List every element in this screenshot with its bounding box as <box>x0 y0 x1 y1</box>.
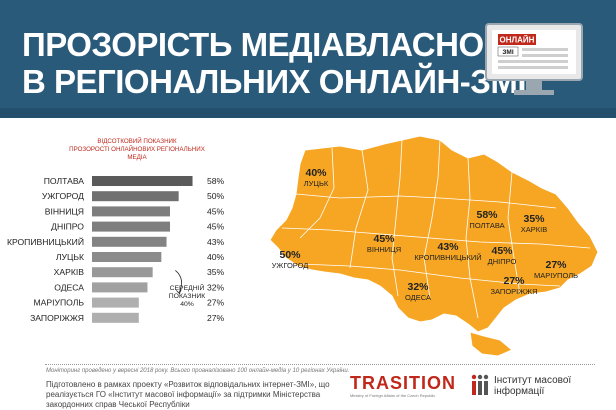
category-label: МАРІУПОЛЬ <box>33 298 84 308</box>
footnote: Моніторинг проведено у вересні 2018 року… <box>46 368 350 374</box>
value-label: 50% <box>207 191 225 201</box>
average-annotation: СЕРЕДНІЙ ПОКАЗНИК 40% <box>169 283 205 308</box>
header-banner: ПРОЗОРІСТЬ МЕДІАВЛАСНОСТІ В РЕГІОНАЛЬНИХ… <box>0 0 616 118</box>
value-label: 35% <box>207 267 225 277</box>
bar <box>92 312 139 323</box>
oblast-border <box>299 263 561 287</box>
chart-title: ВІДСОТКОВИЙ ПОКАЗНИК ПРОЗОРОСТІ ОНЛАЙНОВИ… <box>69 137 205 161</box>
map-value-label: 43% <box>437 241 459 253</box>
category-label: ДНІПРО <box>51 222 84 232</box>
value-label: 27% <box>207 313 225 323</box>
oblast-border <box>465 157 479 319</box>
monitor-label-top: ОНЛАЙН <box>500 36 535 45</box>
monitor-icon: ОНЛАЙН ЗМІ <box>485 23 583 95</box>
footer-text: Підготовлено в рамках проекту «Розвиток … <box>46 380 330 409</box>
bar <box>92 282 148 293</box>
map-value-label: 50% <box>279 249 301 261</box>
average-arrowhead <box>176 289 182 295</box>
oblast-border <box>281 227 591 249</box>
imi-line1: Інститут масової <box>494 375 572 386</box>
map-city-label: ОДЕСА <box>405 293 431 302</box>
imi-logo-icon <box>471 374 489 395</box>
oblast-border <box>299 147 335 239</box>
map-value-label: 45% <box>491 245 513 257</box>
category-label: ОДЕСА <box>54 282 84 292</box>
imi-logo-text: Інститут масової інформації <box>494 375 604 397</box>
map-city-label: УЖГОРОД <box>272 261 309 270</box>
transition-logo: TRASITION <box>350 373 456 393</box>
bar <box>92 252 162 262</box>
bar <box>92 191 179 202</box>
map-city-label: ЛУЦЬК <box>304 179 329 188</box>
bar <box>92 206 170 217</box>
imi-line2: інформації <box>494 386 545 397</box>
map-value-label: 27% <box>503 275 525 287</box>
oblast-border <box>423 139 441 299</box>
map-value-label: 35% <box>523 213 545 225</box>
average-arrow <box>175 270 182 293</box>
value-label: 45% <box>207 206 225 216</box>
map-crimea <box>469 331 513 357</box>
category-label: ЗАПОРІЖЖЯ <box>30 313 84 323</box>
bar <box>92 267 153 278</box>
category-label: КРОПИВНИЦЬКИЙ <box>7 236 84 247</box>
category-label: УЖГОРОД <box>42 191 84 201</box>
value-label: 32% <box>207 282 225 292</box>
map-value-label: 27% <box>545 259 567 271</box>
map-city-label: МАРІУПОЛЬ <box>534 271 578 280</box>
header-stripe <box>0 108 616 118</box>
map-value-label: 32% <box>407 281 429 293</box>
oblast-border <box>295 193 557 209</box>
category-label: ВІННИЦЯ <box>45 206 84 216</box>
page-title-line1: ПРОЗОРІСТЬ МЕДІАВЛАСНОСТІ <box>22 26 535 63</box>
value-label: 40% <box>207 252 225 262</box>
bar <box>92 297 139 308</box>
bar-chart: ВІДСОТКОВИЙ ПОКАЗНИК ПРОЗОРОСТІ ОНЛАЙНОВИ… <box>7 137 225 323</box>
map-outline <box>269 135 599 333</box>
map-city-label: КРОПИВНИЦЬКИЙ <box>414 253 481 262</box>
map-value-label: 40% <box>305 167 327 179</box>
transition-sub: Ministry of Foreign Affairs of the Czech… <box>350 393 436 398</box>
value-label: 43% <box>207 237 225 247</box>
map-city-label: ВІННИЦЯ <box>367 245 401 254</box>
oblast-border <box>391 139 403 297</box>
page-title-line2: В РЕГІОНАЛЬНИХ ОНЛАЙН-ЗМІ <box>22 63 527 100</box>
bar <box>92 236 167 247</box>
category-label: ПОЛТАВА <box>44 176 85 186</box>
value-label: 45% <box>207 222 225 232</box>
map-city-label: ДНІПРО <box>488 257 517 266</box>
category-label: ЛУЦЬК <box>56 252 84 262</box>
map-city-label: ЗАПОРІЖЖЯ <box>490 287 537 296</box>
footer-divider <box>45 364 595 365</box>
value-label: 27% <box>207 298 225 308</box>
oblast-border <box>349 149 369 269</box>
value-label: 58% <box>207 176 225 186</box>
monitor-label-bottom: ЗМІ <box>502 49 513 56</box>
chart-area: ВІДСОТКОВИЙ ПОКАЗНИК ПРОЗОРОСТІ ОНЛАЙНОВИ… <box>0 118 616 358</box>
map-value-label: 45% <box>373 233 395 245</box>
map-city-label: ХАРКІВ <box>521 225 547 234</box>
bar <box>92 176 193 186</box>
map-value-label: 58% <box>476 209 498 221</box>
oblast-border <box>507 171 521 295</box>
category-label: ХАРКІВ <box>54 267 85 277</box>
map-city-label: ПОЛТАВА <box>469 221 504 230</box>
bar <box>92 221 170 232</box>
